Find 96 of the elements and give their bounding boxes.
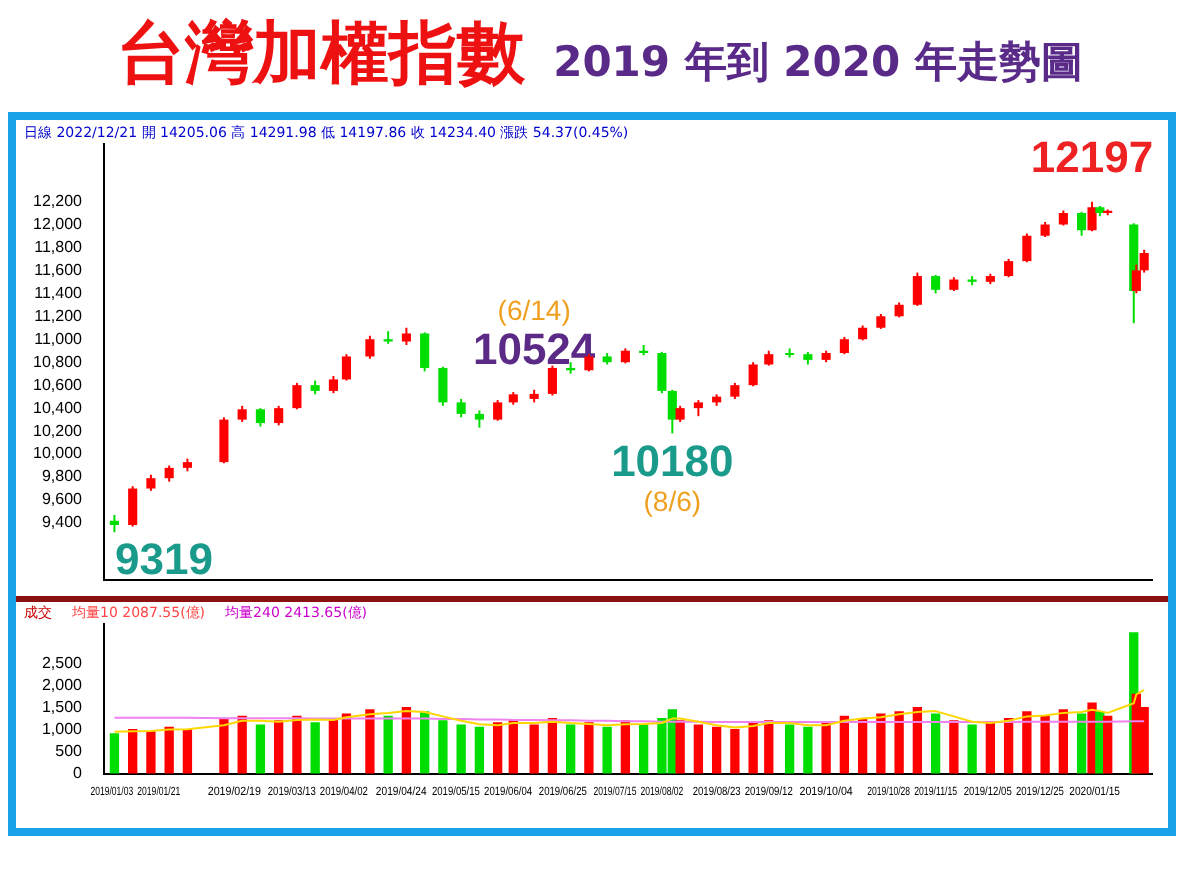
bar [1103,715,1113,774]
candlestick [128,485,138,528]
candlestick [1077,210,1087,237]
bar [401,706,412,774]
candlestick [1087,200,1097,233]
y-tick-label: 10,600 [33,375,84,394]
bar [508,720,518,774]
bar [1058,709,1069,774]
bar [1022,711,1032,774]
y-tick-label: 12,200 [33,191,84,210]
bar [383,715,393,774]
y-tick-label: 9,800 [41,467,84,486]
bar [1003,717,1014,774]
y-tick-label: 10,800 [33,352,84,371]
candlestick [667,388,677,435]
bar [328,717,339,774]
candlestick [657,350,667,395]
candlestick [292,381,302,411]
annotation: 9319 [115,534,213,585]
bar [730,728,740,774]
bar [365,709,375,774]
bar [456,724,466,774]
bar [182,728,193,774]
y-tick-label: 11,600 [34,260,84,279]
bar [839,715,850,774]
bar [438,720,448,774]
candlestick [547,364,557,397]
bar [474,726,485,774]
candlestick [456,397,466,419]
candlestick [438,365,448,407]
bar [128,728,138,774]
annotation: (6/14) 10524 [472,293,597,375]
bar [912,706,923,774]
candlestick [931,273,941,295]
bar [764,720,774,774]
bar [1040,715,1050,774]
bar [219,717,229,774]
bar [292,715,302,774]
candlestick [219,416,229,465]
bar [784,724,795,774]
candlestick [1022,232,1032,264]
bar [1076,713,1087,774]
y-tick-label: 9,400 [41,513,84,532]
bar [675,720,685,774]
candlestick [1004,257,1014,279]
y-tick-label: 1,500 [41,698,84,717]
bar [821,722,831,774]
bar [602,726,612,774]
bar [638,724,649,774]
y-tick-label: 1,000 [41,720,84,739]
chart-title: 台灣加權指數 [117,12,526,98]
bar [109,733,120,774]
y-tick-label: 11,200 [34,306,84,325]
bar [565,724,576,774]
bar [967,724,977,774]
candlestick [748,361,758,388]
y-tick-label: 11,000 [34,329,84,348]
bar [164,726,174,774]
bar [693,724,704,774]
bar [146,731,156,774]
annotation: 12197 [1030,131,1154,182]
bar [274,720,284,774]
bar [803,726,813,774]
bar [492,722,503,774]
candlestick [493,399,503,422]
candlestick [255,407,265,428]
chart-subtitle: 2019 年到 2020 年走勢圖 [553,36,1083,90]
bar [894,711,904,774]
bar [529,724,539,774]
y-tick-label: 10,000 [33,444,84,463]
y-tick-label: 10,200 [33,421,84,440]
y-tick-label: 0 [73,764,84,783]
bar [310,722,320,774]
bar [748,722,758,774]
candlestick [420,331,430,373]
annotation: 10180 (8/6) [611,435,734,518]
y-tick-label: 11,800 [34,237,84,256]
bar [949,720,959,774]
y-tick-label: 11,400 [34,283,84,302]
bar [876,713,886,774]
candlestick [274,404,284,427]
y-tick-label: 500 [55,742,84,761]
bar [930,713,941,774]
candlestick [912,271,922,307]
bar [985,722,996,774]
candlestick [341,353,352,382]
candlestick [365,334,375,360]
y-tick-label: 2,500 [41,654,84,673]
y-tick-label: 9,600 [41,490,84,509]
y-tick-label: 12,000 [33,214,84,233]
bar [255,724,266,774]
y-tick-label: 2,000 [41,676,84,695]
bar [420,711,430,774]
bar [711,726,722,774]
bar [584,722,594,774]
y-tick-label: 10,400 [33,398,84,417]
